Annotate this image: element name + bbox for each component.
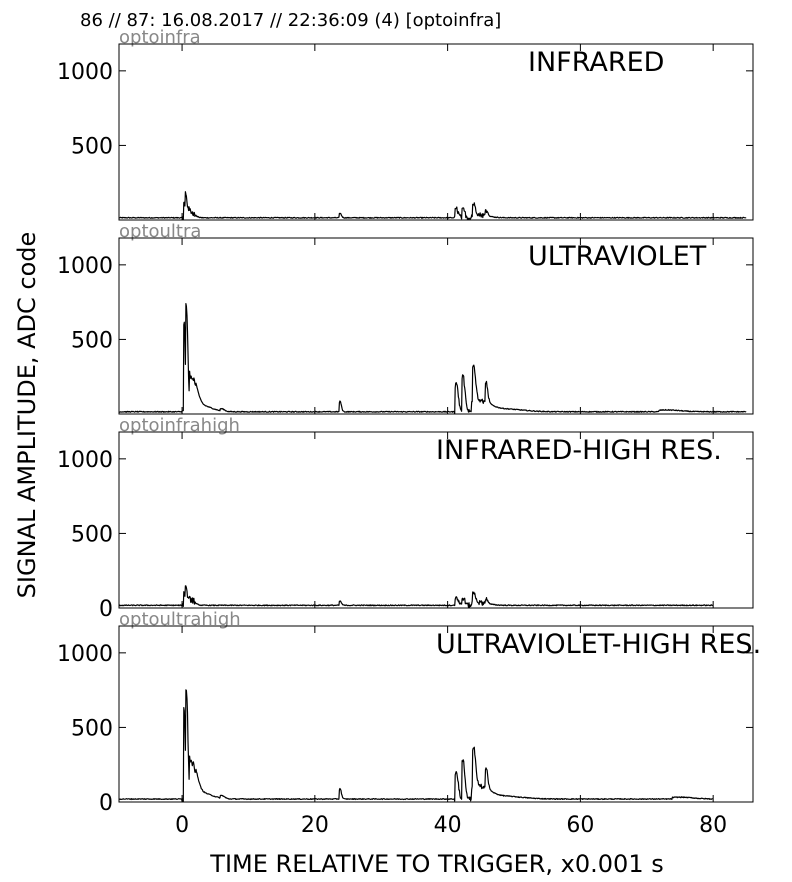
panel-title: INFRARED-HIGH RES.: [436, 435, 722, 466]
panel-source-label: optoinfra: [119, 27, 201, 48]
signal-trace: [118, 585, 714, 609]
plot-frame: [118, 431, 754, 609]
x-tick-label: 80: [699, 813, 727, 838]
y-tick-label: 0: [99, 791, 113, 816]
panel-2: optoultra ULTRAVIOLET 500 1000: [57, 221, 754, 415]
signal-trace: [118, 689, 713, 803]
panel-3: optoinfrahigh INFRARED-HIGH RES. 0 500 1000: [57, 415, 754, 622]
y-tick-label: 1000: [57, 642, 113, 667]
panel-title: ULTRAVIOLET: [528, 241, 707, 272]
figure-header: 86 // 87: 16.08.2017 // 22:36:09 (4) [op…: [80, 10, 501, 31]
y-tick-label: 500: [71, 716, 113, 741]
x-tick-label: 0: [175, 813, 189, 838]
panel-source-label: optoultra: [119, 221, 201, 242]
panel-1: optoinfra INFRARED 500 1000: [57, 27, 754, 221]
signal-trace: [118, 303, 747, 415]
x-tick-label: 60: [566, 813, 594, 838]
panel-source-label: optoinfrahigh: [119, 415, 240, 436]
y-tick-label: 500: [71, 328, 113, 353]
panel-title: INFRARED: [528, 47, 664, 78]
y-axis-label: SIGNAL AMPLITUDE, ADC code: [13, 232, 41, 599]
plot-frame: [118, 43, 754, 221]
x-tick-label: 40: [434, 813, 462, 838]
y-tick-label: 1000: [57, 254, 113, 279]
y-tick-label: 1000: [57, 60, 113, 85]
plot-frame: [118, 237, 754, 415]
y-tick-label: 500: [71, 134, 113, 159]
y-tick-label: 500: [71, 522, 113, 547]
signal-trace: [118, 191, 747, 221]
panel-4: optoultrahigh ULTRAVIOLET-HIGH RES. 0 500 10…: [57, 609, 761, 838]
x-tick-label: 20: [301, 813, 329, 838]
panel-title: ULTRAVIOLET-HIGH RES.: [436, 629, 761, 660]
x-axis-label: TIME RELATIVE TO TRIGGER, x0.001 s: [209, 850, 663, 878]
panels: optoinfra INFRARED 500 1000 optoultra ULTRAVI…: [57, 27, 761, 838]
y-tick-label: 1000: [57, 448, 113, 473]
y-tick-label: 0: [99, 597, 113, 622]
plot-frame: [118, 625, 754, 803]
panel-source-label: optoultrahigh: [119, 609, 241, 630]
